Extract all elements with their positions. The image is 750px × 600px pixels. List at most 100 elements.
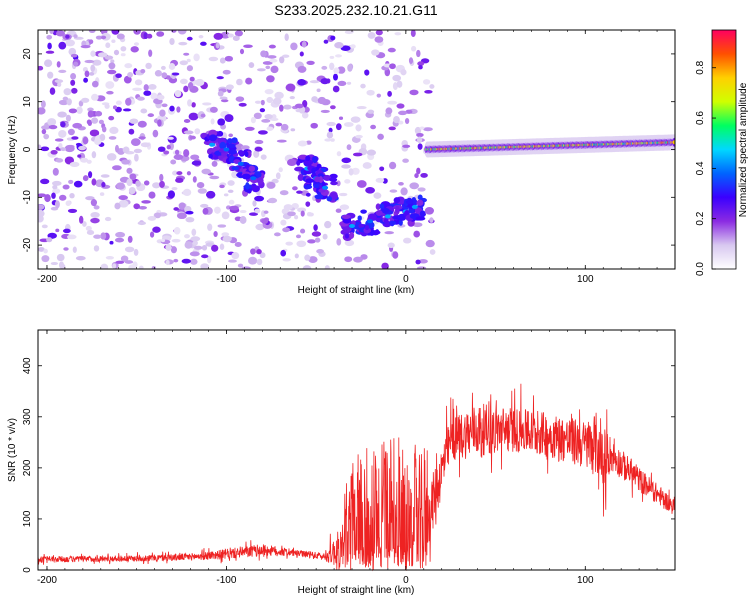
spectrogram-cell bbox=[46, 35, 53, 40]
spectrogram-cell bbox=[149, 231, 155, 238]
spectrogram-cell bbox=[296, 240, 307, 248]
spectrogram-cell bbox=[104, 216, 112, 222]
spectrogram-cell bbox=[157, 119, 162, 127]
spectrogram-cell bbox=[375, 30, 383, 36]
spectrogram-cell bbox=[95, 35, 103, 40]
spectrogram-cell bbox=[55, 158, 64, 163]
spectrogram-cell bbox=[107, 69, 117, 75]
spectrogram-cell bbox=[326, 121, 336, 127]
spectrogram-cell bbox=[307, 239, 316, 244]
spectrogram-cell bbox=[303, 159, 314, 165]
spectrogram-cell bbox=[375, 203, 381, 211]
spectrogram-cell bbox=[82, 136, 89, 145]
y-tick-label: 20 bbox=[22, 48, 33, 60]
spectrogram-cell bbox=[239, 209, 247, 214]
spectrogram-cell bbox=[130, 138, 141, 146]
spectrogram-cell bbox=[227, 189, 234, 193]
spectrogram-cell bbox=[279, 104, 284, 112]
spectrogram-cell bbox=[138, 206, 148, 210]
spectrogram-cell bbox=[70, 72, 77, 80]
colorbar-tick-label: 0.4 bbox=[695, 161, 706, 175]
y-tick-label: 10 bbox=[22, 96, 33, 108]
spectrogram-cell bbox=[228, 149, 238, 155]
spectrogram-cell bbox=[336, 151, 342, 157]
spectrogram-cell bbox=[231, 252, 240, 260]
spectrogram-cell bbox=[59, 261, 64, 269]
spectrogram-cell bbox=[108, 136, 117, 140]
spectrogram-cell bbox=[216, 76, 224, 80]
spectrogram-cell bbox=[672, 140, 675, 145]
spectrogram-cell bbox=[82, 175, 89, 182]
x-tick-label: -100 bbox=[216, 274, 236, 285]
spectrogram-cell bbox=[305, 155, 311, 162]
spectrogram-cell bbox=[166, 75, 171, 80]
spectrogram-cell bbox=[118, 195, 128, 201]
spectrogram-cell bbox=[283, 104, 292, 110]
spectrogram-cell bbox=[138, 265, 144, 269]
spectrogram-cell bbox=[128, 264, 136, 269]
spectrogram-cell bbox=[172, 170, 178, 176]
spectrogram-cell bbox=[207, 255, 212, 264]
spectrogram-cell bbox=[300, 228, 306, 234]
spectrogram-cell bbox=[170, 246, 177, 254]
spectrogram-cell bbox=[209, 175, 220, 180]
spectrogram-cell bbox=[40, 146, 50, 152]
spectrogram-cell bbox=[346, 144, 352, 151]
spectrogram-cell bbox=[254, 195, 265, 202]
spectrogram-cell bbox=[248, 256, 258, 265]
spectrogram-cell bbox=[260, 154, 267, 160]
spectrogram-cell bbox=[371, 49, 380, 56]
spectrogram-cell bbox=[60, 121, 66, 128]
spectrogram-cell bbox=[170, 159, 177, 165]
spectrogram-cell bbox=[255, 223, 265, 231]
spectrogram-cell bbox=[38, 204, 45, 211]
spectrogram-cell bbox=[148, 83, 157, 90]
spectrogram-cell bbox=[223, 193, 229, 197]
spectrogram-cell bbox=[250, 248, 256, 255]
spectrogram-cell bbox=[100, 263, 109, 269]
spectrogram-cell bbox=[211, 160, 218, 167]
spectrogram-cell bbox=[148, 191, 156, 199]
spectrogram-cell bbox=[200, 263, 210, 269]
spectrogram-cell bbox=[120, 53, 126, 57]
spectrogram-cell bbox=[105, 42, 111, 49]
spectrogram-cell bbox=[194, 128, 201, 135]
spectrogram-cell bbox=[135, 180, 141, 187]
spectrogram-cell bbox=[296, 160, 301, 166]
spectrogram-cell bbox=[133, 30, 141, 35]
spectrogram-cell bbox=[259, 108, 266, 113]
spectrogram-cell bbox=[40, 100, 46, 108]
spectrogram-cell bbox=[108, 115, 115, 121]
spectrogram-cell bbox=[90, 217, 100, 224]
spectrogram-cell bbox=[160, 65, 166, 70]
spectrogram-cell bbox=[413, 230, 421, 238]
spectrogram-cell bbox=[417, 61, 425, 66]
spectrogram-cell bbox=[179, 60, 188, 66]
spectrogram-cell bbox=[80, 157, 89, 163]
spectrogram-cell bbox=[267, 197, 278, 204]
spectrogram-cell bbox=[152, 226, 161, 233]
spectrogram-cell bbox=[133, 203, 140, 210]
spectrogram-cell bbox=[183, 130, 194, 135]
spectrogram-cell bbox=[220, 99, 229, 103]
spectrogram-cell bbox=[54, 79, 64, 84]
spectrogram-cell bbox=[248, 62, 255, 69]
spectrogram-cell bbox=[228, 199, 235, 205]
spectrogram-cell bbox=[224, 114, 234, 123]
spectrogram-cell bbox=[133, 42, 140, 46]
spectrogram-cell bbox=[392, 74, 402, 82]
spectrogram-cell bbox=[240, 145, 250, 150]
spectrogram-cell bbox=[151, 265, 156, 269]
spectrogram-cell bbox=[47, 71, 54, 79]
spectrogram-cell bbox=[282, 258, 291, 262]
spectrogram-cell bbox=[424, 90, 433, 94]
spectrogram-cell bbox=[147, 113, 155, 118]
spectrogram-cell bbox=[64, 144, 75, 153]
spectrogram-cell bbox=[250, 176, 257, 181]
spectrogram-cell bbox=[52, 167, 59, 176]
spectrogram-cell bbox=[341, 157, 352, 164]
spectrogram-cell bbox=[65, 114, 71, 122]
spectrogram-cell bbox=[254, 100, 262, 104]
spectrogram-cell bbox=[156, 31, 165, 37]
spectrogram-cell bbox=[76, 106, 83, 114]
